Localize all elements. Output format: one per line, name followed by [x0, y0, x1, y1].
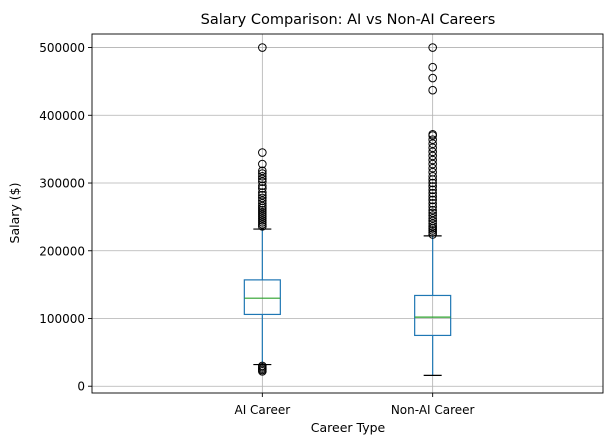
outlier-point [428, 151, 437, 161]
outlier-point [258, 361, 267, 371]
outlier-point [428, 216, 437, 226]
outlier-point [258, 205, 267, 215]
outlier-point [258, 181, 267, 191]
outlier-point [258, 169, 267, 178]
outlier-point [258, 220, 267, 229]
outlier-point [258, 193, 267, 203]
outlier-point [428, 129, 437, 139]
outlier-point [258, 190, 267, 200]
outlier-point [258, 222, 267, 231]
outlier-point [428, 219, 437, 228]
outlier-point [428, 205, 437, 215]
outlier-point [258, 215, 267, 225]
outlier-point [258, 201, 267, 211]
outlier-point [428, 167, 437, 177]
outlier-point [428, 188, 437, 198]
iqr-box [414, 294, 452, 337]
y-tick-label: 500000 [39, 41, 85, 55]
x-axis-ticks: AI Career Non-AI Career [234, 393, 475, 417]
outlier-point [428, 159, 437, 169]
outlier-point [258, 166, 267, 176]
y-axis-label: Salary ($) [7, 183, 22, 244]
outlier-point [258, 196, 267, 205]
chart-title: Salary Comparison: AI vs Non-AI Careers [201, 12, 496, 28]
outlier-point [428, 230, 437, 239]
outlier-point [428, 85, 437, 95]
outlier-point [428, 182, 437, 191]
outlier-point [428, 135, 437, 144]
outlier-point [258, 171, 267, 181]
outlier-point [428, 155, 437, 165]
y-tick-label: 200000 [39, 244, 85, 258]
outlier-point [428, 195, 437, 205]
outlier-point [428, 171, 437, 181]
plot-frame [91, 33, 604, 394]
outlier-point [258, 211, 267, 221]
outlier-point [258, 177, 267, 186]
outlier-point [428, 192, 437, 201]
y-tick-label: 100000 [39, 312, 85, 326]
iqr-box [243, 279, 281, 316]
grid-lines [92, 34, 603, 393]
outlier-point [428, 226, 437, 235]
outlier-point [258, 213, 267, 223]
outlier-point [258, 174, 267, 184]
outlier-point [428, 163, 437, 173]
outlier-point [258, 184, 267, 193]
y-axis-ticks: 0 100000 200000 300000 400000 500000 [39, 41, 92, 394]
outlier-point [428, 228, 437, 237]
outlier-point [428, 202, 437, 212]
outlier-point [428, 73, 437, 83]
outlier-point [428, 143, 437, 153]
outlier-point [258, 209, 267, 219]
outlier-point [428, 211, 437, 220]
outlier-point [258, 148, 267, 157]
outlier-point [258, 188, 267, 197]
outlier-point [258, 218, 267, 227]
outlier-point [428, 43, 437, 52]
outlier-point [258, 199, 267, 208]
outlier-point [258, 43, 267, 52]
x-tick-label: Non-AI Career [391, 403, 475, 417]
outlier-point [428, 62, 437, 72]
outlier-point [428, 199, 437, 208]
outlier-point [258, 159, 267, 169]
y-tick-label: 400000 [39, 109, 85, 123]
plot-elements [243, 43, 452, 376]
outlier-point [258, 207, 267, 217]
outlier-point [428, 185, 437, 195]
outlier-point [428, 208, 437, 218]
x-axis-label: Career Type [311, 420, 386, 435]
y-tick-label: 0 [77, 380, 85, 394]
y-tick-label: 300000 [39, 177, 85, 191]
outlier-point [428, 147, 437, 157]
outlier-point [428, 213, 437, 223]
outlier-point [428, 178, 437, 188]
x-tick-label: AI Career [234, 403, 290, 417]
outlier-point [428, 139, 437, 149]
outlier-point [428, 222, 437, 231]
